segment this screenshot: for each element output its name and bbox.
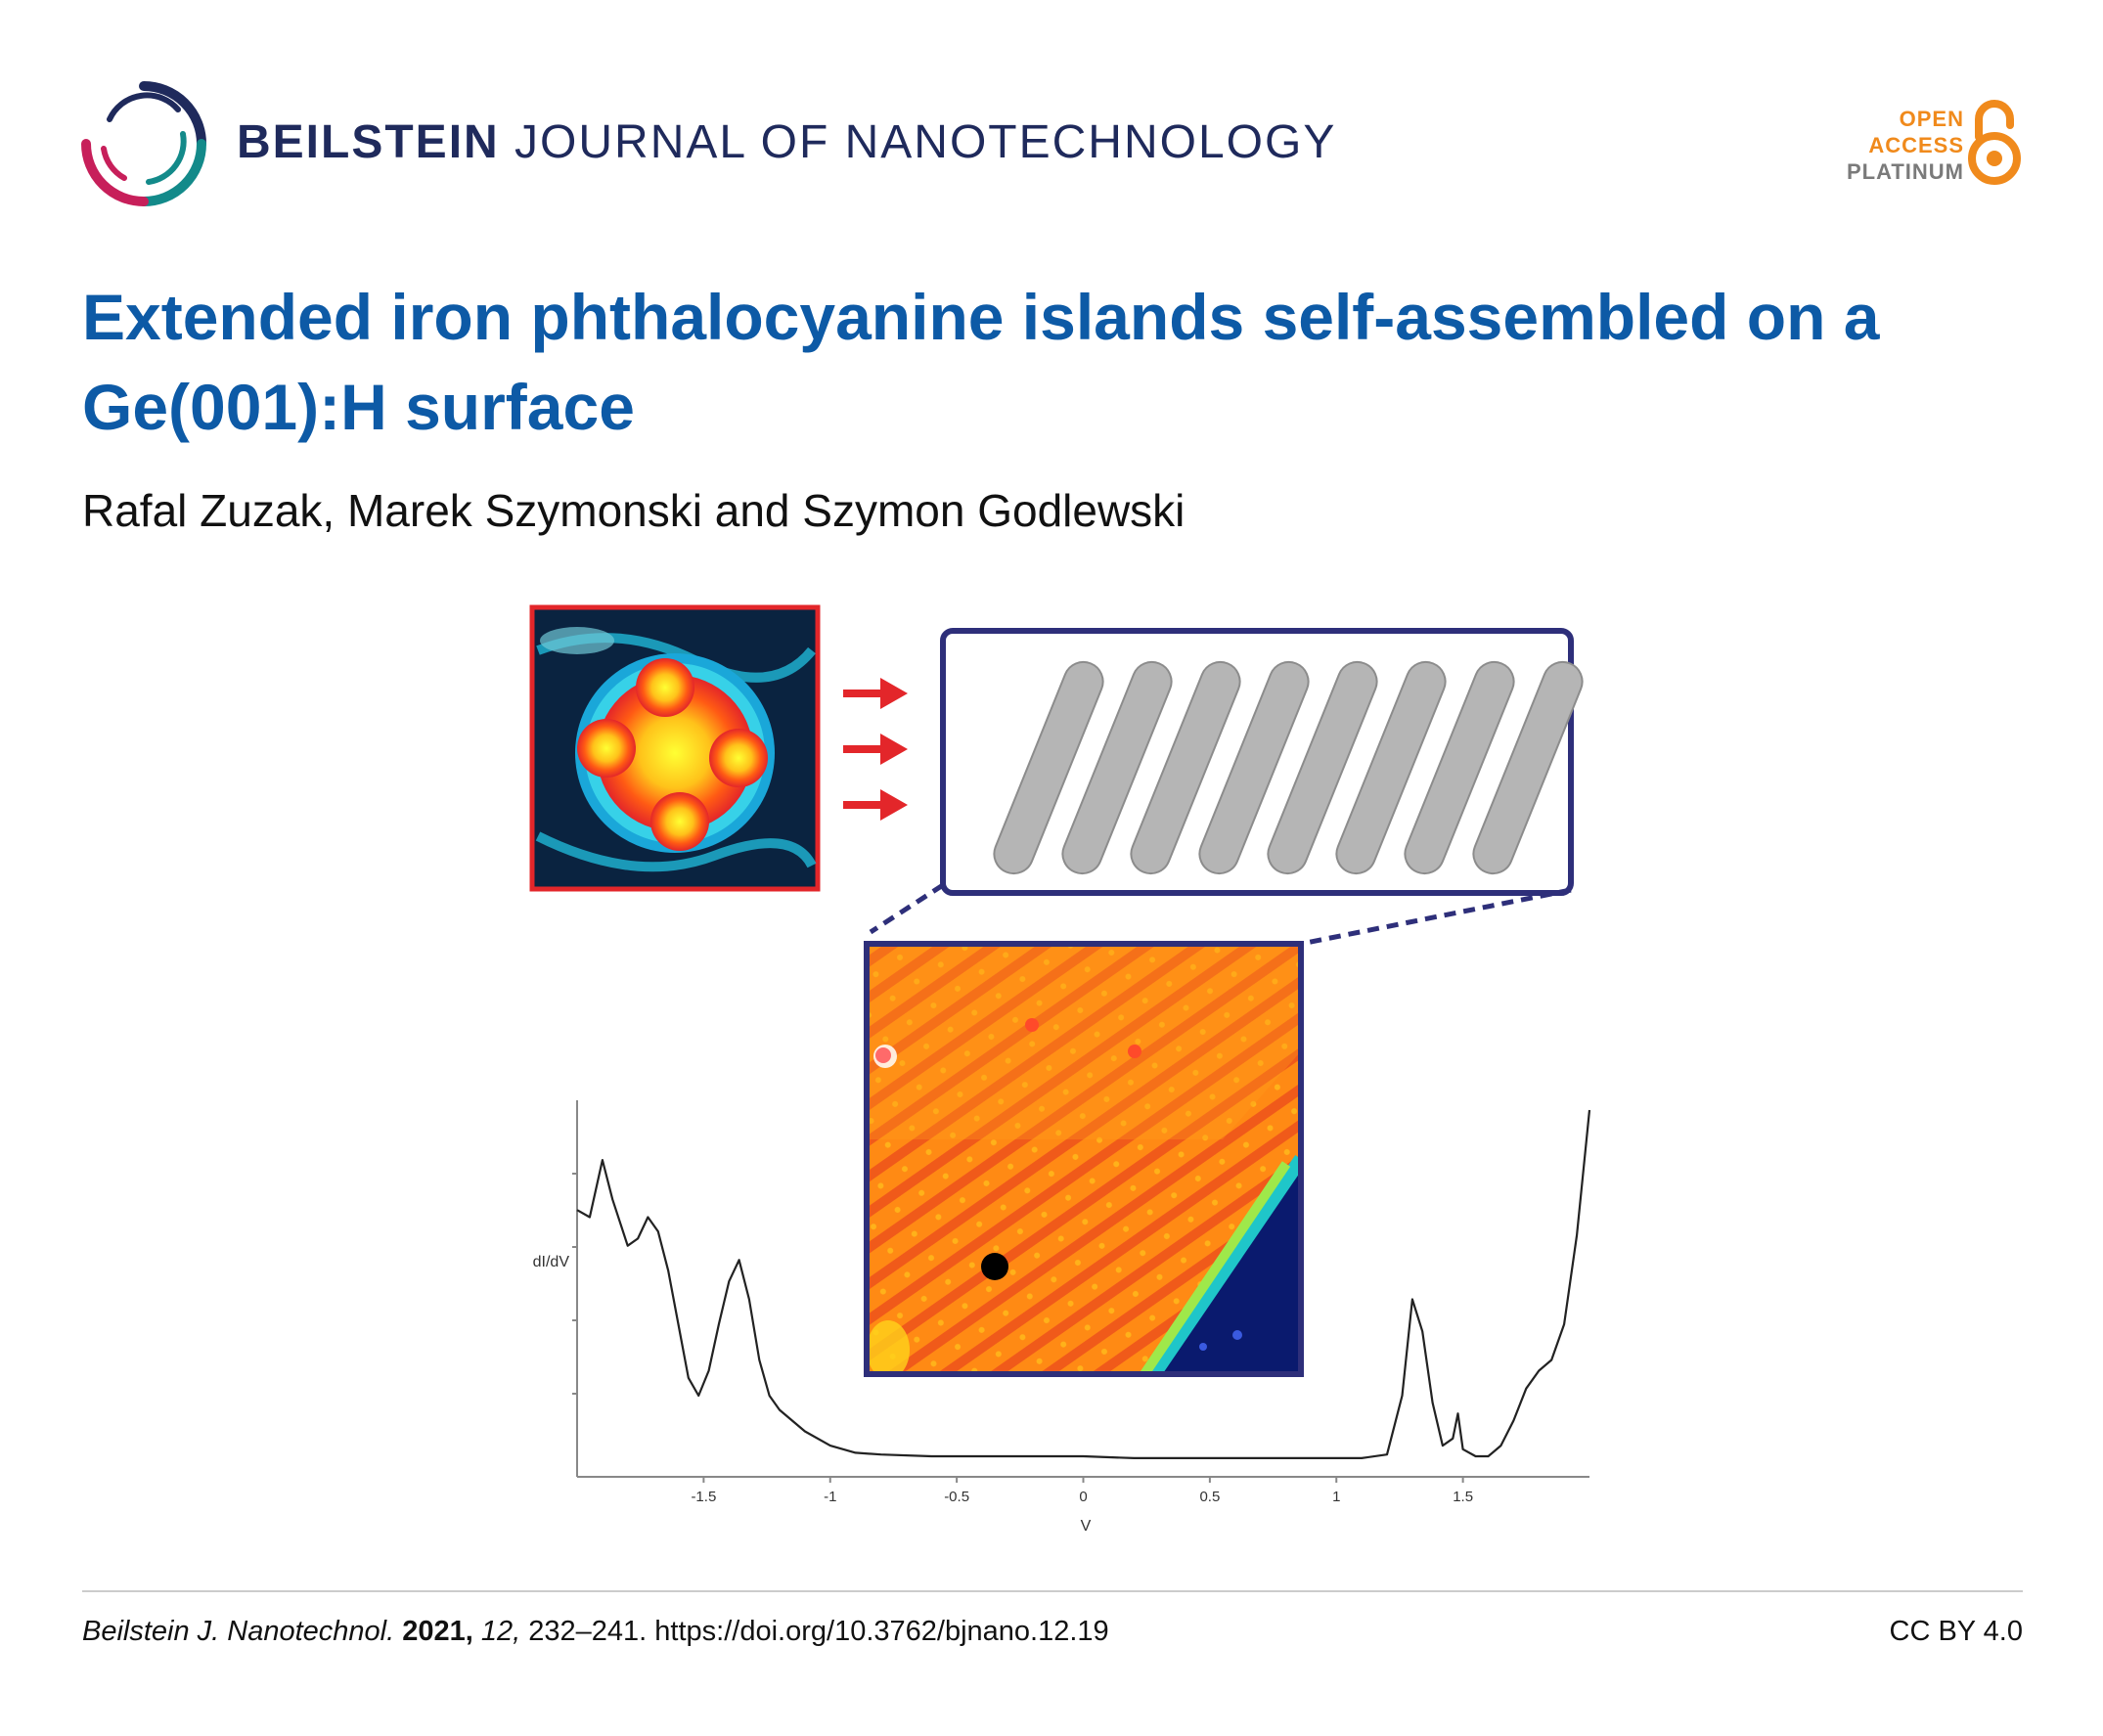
citation-year: 2021, [402, 1616, 473, 1647]
badge-open: OPEN [1899, 107, 1964, 131]
graphical-abstract: dI/dV V -1.5 -1 -0.5 0 0.5 1 1.5 [529, 604, 1591, 1535]
x-tick-label: 1.5 [1453, 1489, 1473, 1505]
x-tick-label: 0 [1079, 1489, 1087, 1505]
y-tick-marks [572, 1173, 577, 1395]
y-axis-label: dI/dV [533, 1254, 570, 1270]
badge-access: ACCESS [1868, 133, 1964, 157]
dIdV-spectrum-chart: dI/dV V -1.5 -1 -0.5 0 0.5 1 1.5 [533, 1100, 1591, 1535]
zoom-connector-left [869, 882, 945, 935]
journal-name-rest: JOURNAL OF NANOTECHNOLOGY [515, 116, 1337, 168]
open-access-badge: OPEN ACCESS PLATINUM [1847, 106, 1964, 185]
x-tick-label: -1.5 [691, 1489, 716, 1505]
molecule-stm-image [529, 604, 821, 892]
spectrum-location-marker [981, 1253, 1008, 1280]
citation-pages-doi[interactable]: 232–241. https://doi.org/10.3762/bjnano.… [528, 1616, 1109, 1647]
stripe-model-icon [940, 628, 1584, 896]
zoom-connector-right [1300, 887, 1572, 947]
journal-name-bold: BEILSTEIN [237, 116, 500, 168]
x-axis-label: V [1081, 1518, 1092, 1535]
island-stm-image [864, 941, 1304, 1377]
journal-name[interactable]: BEILSTEIN JOURNAL OF NANOTECHNOLOGY [237, 115, 1336, 169]
x-tick-label: 1 [1332, 1489, 1340, 1505]
license[interactable]: CC BY 4.0 [1889, 1616, 2023, 1647]
arrow-icon [843, 678, 908, 821]
x-tick-label: -0.5 [944, 1489, 969, 1505]
citation-volume: 12, [480, 1616, 521, 1647]
badge-platinum: PLATINUM [1846, 159, 1964, 184]
open-access-lock-icon [1968, 100, 2021, 185]
journal-logo-icon [81, 81, 206, 206]
x-tick-label: -1 [824, 1489, 836, 1505]
spectrum-line [576, 1109, 1591, 1460]
article-authors: Rafal Zuzak, Marek Szymonski and Szymon … [82, 485, 1186, 536]
footer-divider [82, 1590, 2023, 1592]
citation-journal: Beilstein J. Nanotechnol. [82, 1616, 395, 1647]
citation: Beilstein J. Nanotechnol. 2021, 12, 232–… [82, 1616, 1109, 1648]
x-tick-label: 0.5 [1199, 1489, 1220, 1505]
article-title: Extended iron phthalocyanine islands sel… [82, 281, 1880, 443]
